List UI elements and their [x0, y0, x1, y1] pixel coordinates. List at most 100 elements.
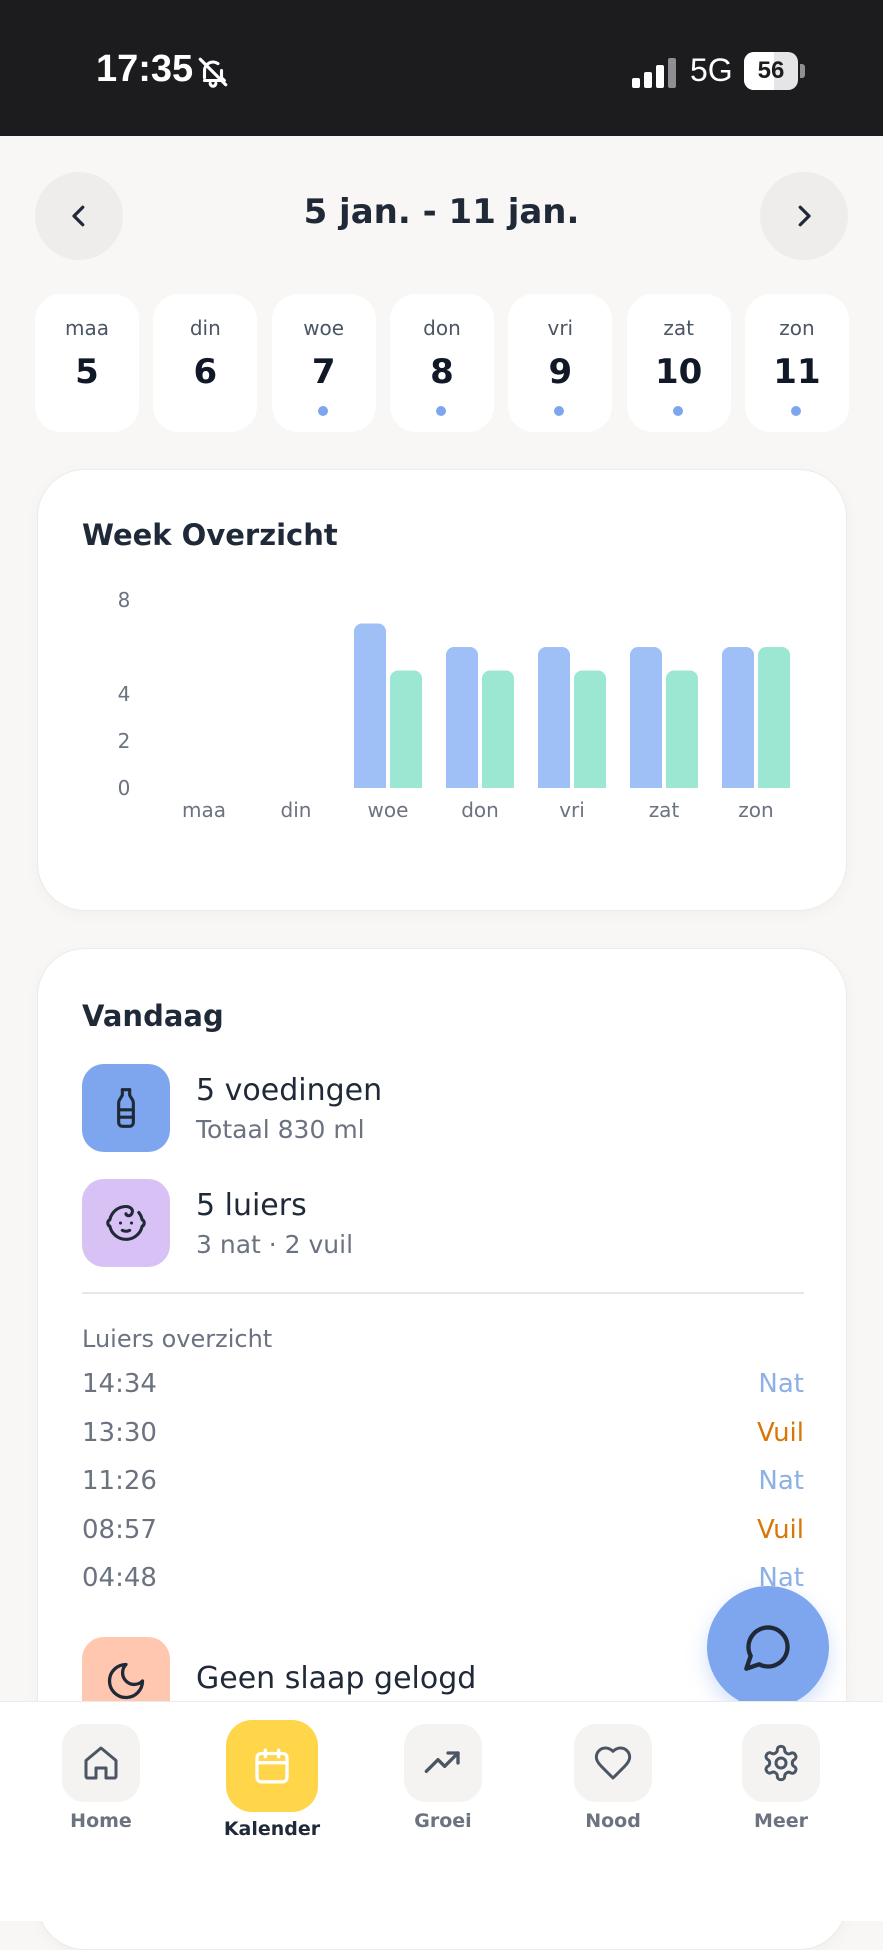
diapers-title: 5 luiers: [196, 1188, 307, 1223]
battery-fill: [744, 52, 775, 90]
diaper-log-row: 08:57 Vuil: [82, 1515, 804, 1555]
log-type: Nat: [758, 1369, 804, 1399]
tab-home[interactable]: Home: [31, 1724, 171, 1832]
week-overview-title: Week Overzicht: [82, 518, 338, 552]
bar-zon-series-1: [722, 647, 754, 788]
bar-don-series-2: [482, 670, 514, 788]
bar-base-woe-series-1: [354, 780, 386, 788]
bell-off-icon: [198, 57, 228, 88]
signal-icon: [632, 58, 676, 88]
x-tick-label: maa: [182, 798, 226, 822]
battery-icon: 56: [744, 52, 805, 90]
y-tick-label: 8: [118, 588, 131, 612]
bar-vri-series-1: [538, 647, 570, 788]
status-time: 17:35: [96, 48, 194, 90]
next-week-button[interactable]: [760, 172, 848, 260]
home-icon: [84, 1746, 118, 1780]
day-zat[interactable]: zat 10: [626, 294, 731, 432]
week-range-title: 5 jan. - 11 jan.: [303, 192, 580, 232]
day-vri[interactable]: vri 9: [508, 294, 613, 432]
divider: [82, 1292, 804, 1294]
bottom-tab-bar: Home Kalender Groei Nood: [0, 1701, 883, 1921]
log-type: Nat: [758, 1466, 804, 1496]
bar-base-zon-series-2: [758, 780, 790, 788]
heart-icon: [594, 1746, 632, 1780]
entry-dot: [554, 406, 565, 416]
tab-label: Meer: [753, 1810, 809, 1832]
today-title: Vandaag: [82, 999, 224, 1033]
bar-base-vri-series-2: [574, 780, 606, 788]
bar-zat-series-2: [666, 670, 698, 788]
x-tick-label: zon: [738, 798, 773, 822]
previous-week-button[interactable]: [35, 172, 123, 260]
sleep-title: Geen slaap gelogd: [196, 1661, 477, 1696]
gear-icon: [764, 1744, 798, 1782]
day-woe[interactable]: woe 7: [271, 294, 376, 432]
diaper-log-row: 13:30 Vuil: [82, 1418, 804, 1458]
tab-nood[interactable]: Nood: [543, 1724, 683, 1832]
tab-meer[interactable]: Meer: [711, 1724, 851, 1832]
day-zon[interactable]: zon 11: [744, 294, 849, 432]
day-din[interactable]: din 6: [153, 294, 258, 432]
entry-dot: [672, 406, 683, 416]
bar-woe-series-1: [354, 623, 386, 788]
bar-woe-series-2: [390, 670, 422, 788]
bar-vri-series-2: [574, 670, 606, 788]
feedings-title: 5 voedingen: [196, 1073, 383, 1108]
chat-bubble-icon: [744, 1625, 790, 1671]
tab-label: Nood: [585, 1810, 641, 1832]
entry-dot: [317, 406, 328, 416]
bar-base-don-series-1: [446, 780, 478, 788]
entry-dot: [790, 406, 801, 416]
tab-label: Kalender: [223, 1818, 321, 1840]
day-number: 5: [75, 352, 99, 392]
tab-groei[interactable]: Groei: [373, 1724, 513, 1832]
day-selector: maa 5 din 6 woe 7 don 8 vri 9 zat 10 zon 11: [35, 294, 849, 432]
tab-label: Groei: [414, 1810, 472, 1832]
bar-base-vri-series-1: [538, 780, 570, 788]
day-name: woe: [303, 316, 345, 340]
diaper-overview-label: Luiers overzicht: [82, 1325, 273, 1353]
diapers-subtitle: 3 nat · 2 vuil: [196, 1230, 354, 1259]
day-number: 11: [773, 352, 821, 392]
diaper-icon-tile: [82, 1179, 170, 1267]
day-don[interactable]: don 8: [389, 294, 494, 432]
day-number: 7: [311, 352, 336, 392]
day-name: maa: [65, 316, 109, 340]
x-tick-label: din: [281, 798, 312, 822]
log-type: Vuil: [757, 1417, 804, 1448]
log-time: 04:48: [82, 1563, 157, 1593]
log-time: 14:34: [82, 1369, 157, 1399]
chat-button[interactable]: [707, 1586, 829, 1708]
y-tick-label: 2: [118, 729, 131, 753]
week-bar-chart: 8 4 2 0 maa din woe don vri zat zon: [118, 588, 790, 822]
day-name: don: [423, 316, 461, 340]
x-tick-label: don: [461, 798, 499, 822]
tab-label: Home: [70, 1810, 132, 1832]
bar-base-don-series-2: [482, 780, 514, 788]
day-name: zat: [663, 316, 694, 340]
chevron-right-icon: [798, 205, 811, 227]
log-time: 13:30: [82, 1417, 157, 1448]
day-name: vri: [547, 316, 574, 340]
day-name: zon: [779, 316, 815, 340]
day-number: 6: [193, 352, 218, 392]
baby-face-icon: [106, 1204, 146, 1241]
status-bar: 17:35 5G 56: [0, 0, 883, 136]
day-maa[interactable]: maa 5: [35, 294, 139, 432]
log-type: Vuil: [757, 1514, 804, 1545]
tab-kalender[interactable]: Kalender: [202, 1720, 342, 1840]
battery-percent: 56: [757, 57, 785, 84]
log-time: 11:26: [82, 1466, 157, 1496]
day-number: 10: [654, 352, 703, 392]
bar-base-zat-series-2: [666, 780, 698, 788]
calendar-icon: [255, 1748, 289, 1784]
log-time: 08:57: [82, 1514, 157, 1545]
bar-don-series-1: [446, 647, 478, 788]
bar-base-zon-series-1: [722, 780, 754, 788]
bar-base-zat-series-1: [630, 780, 662, 788]
moon-icon: [107, 1662, 145, 1700]
feedings-subtitle: Totaal 830 ml: [196, 1115, 365, 1144]
diaper-log-row: 04:48 Nat: [82, 1563, 804, 1603]
bar-base-woe-series-2: [390, 780, 422, 788]
